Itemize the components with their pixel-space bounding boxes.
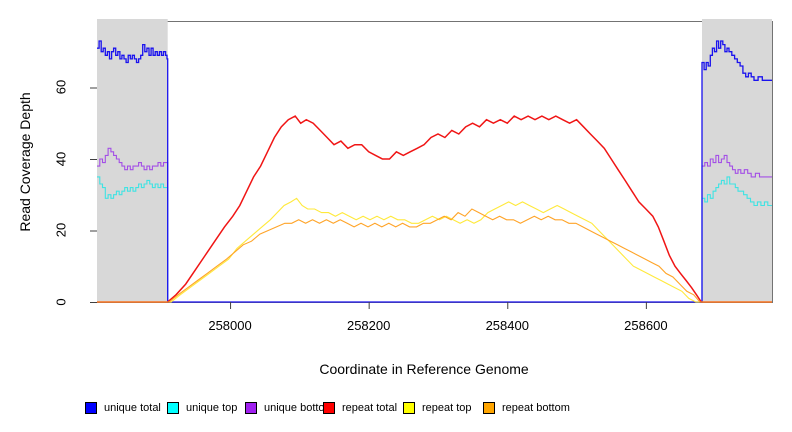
y-tick-label: 20: [53, 223, 69, 238]
series-line-repeat-bottom: [97, 208, 772, 303]
legend-swatch-icon: [323, 402, 335, 414]
legend-item-unique-bottom: unique bottom: [245, 399, 334, 417]
x-tick-label: 258600: [624, 318, 668, 333]
series-line-unique-top: [97, 176, 772, 303]
legend-swatch-icon: [483, 402, 495, 414]
series-line-repeat-total: [97, 115, 772, 303]
legend-label: repeat top: [422, 402, 472, 414]
legend-label: unique top: [186, 402, 238, 414]
shaded-region: [702, 19, 772, 302]
legend-swatch-icon: [245, 402, 257, 414]
legend-item-repeat-top: repeat top: [403, 399, 472, 417]
x-tick-label: 258000: [208, 318, 252, 333]
y-tick-label: 0: [53, 298, 69, 306]
y-axis-title: Read Coverage Depth: [17, 92, 33, 232]
series-line-unique-total: [97, 40, 772, 303]
series-line-unique-bottom: [97, 147, 772, 303]
legend-item-repeat-bottom: repeat bottom: [483, 399, 570, 417]
x-axis-title: Coordinate in Reference Genome: [319, 361, 529, 377]
shaded-region: [97, 19, 168, 302]
legend-label: unique bottom: [264, 402, 334, 414]
legend-item-repeat-total: repeat total: [323, 399, 397, 417]
legend-label: repeat bottom: [502, 402, 570, 414]
legend-swatch-icon: [167, 402, 179, 414]
y-tick-label: 40: [53, 151, 69, 167]
legend-label: unique total: [104, 402, 161, 414]
legend-swatch-icon: [403, 402, 415, 414]
y-tick-label: 60: [53, 80, 69, 95]
legend-item-unique-top: unique top: [167, 399, 237, 417]
legend-item-unique-total: unique total: [85, 399, 161, 417]
x-tick-label: 258400: [485, 318, 529, 333]
legend: unique total unique top unique bottom repea…: [0, 399, 792, 421]
legend-label: repeat total: [342, 402, 398, 414]
legend-swatch-icon: [85, 402, 97, 414]
series-line-repeat-top: [97, 197, 772, 303]
x-tick-label: 258200: [346, 318, 391, 333]
